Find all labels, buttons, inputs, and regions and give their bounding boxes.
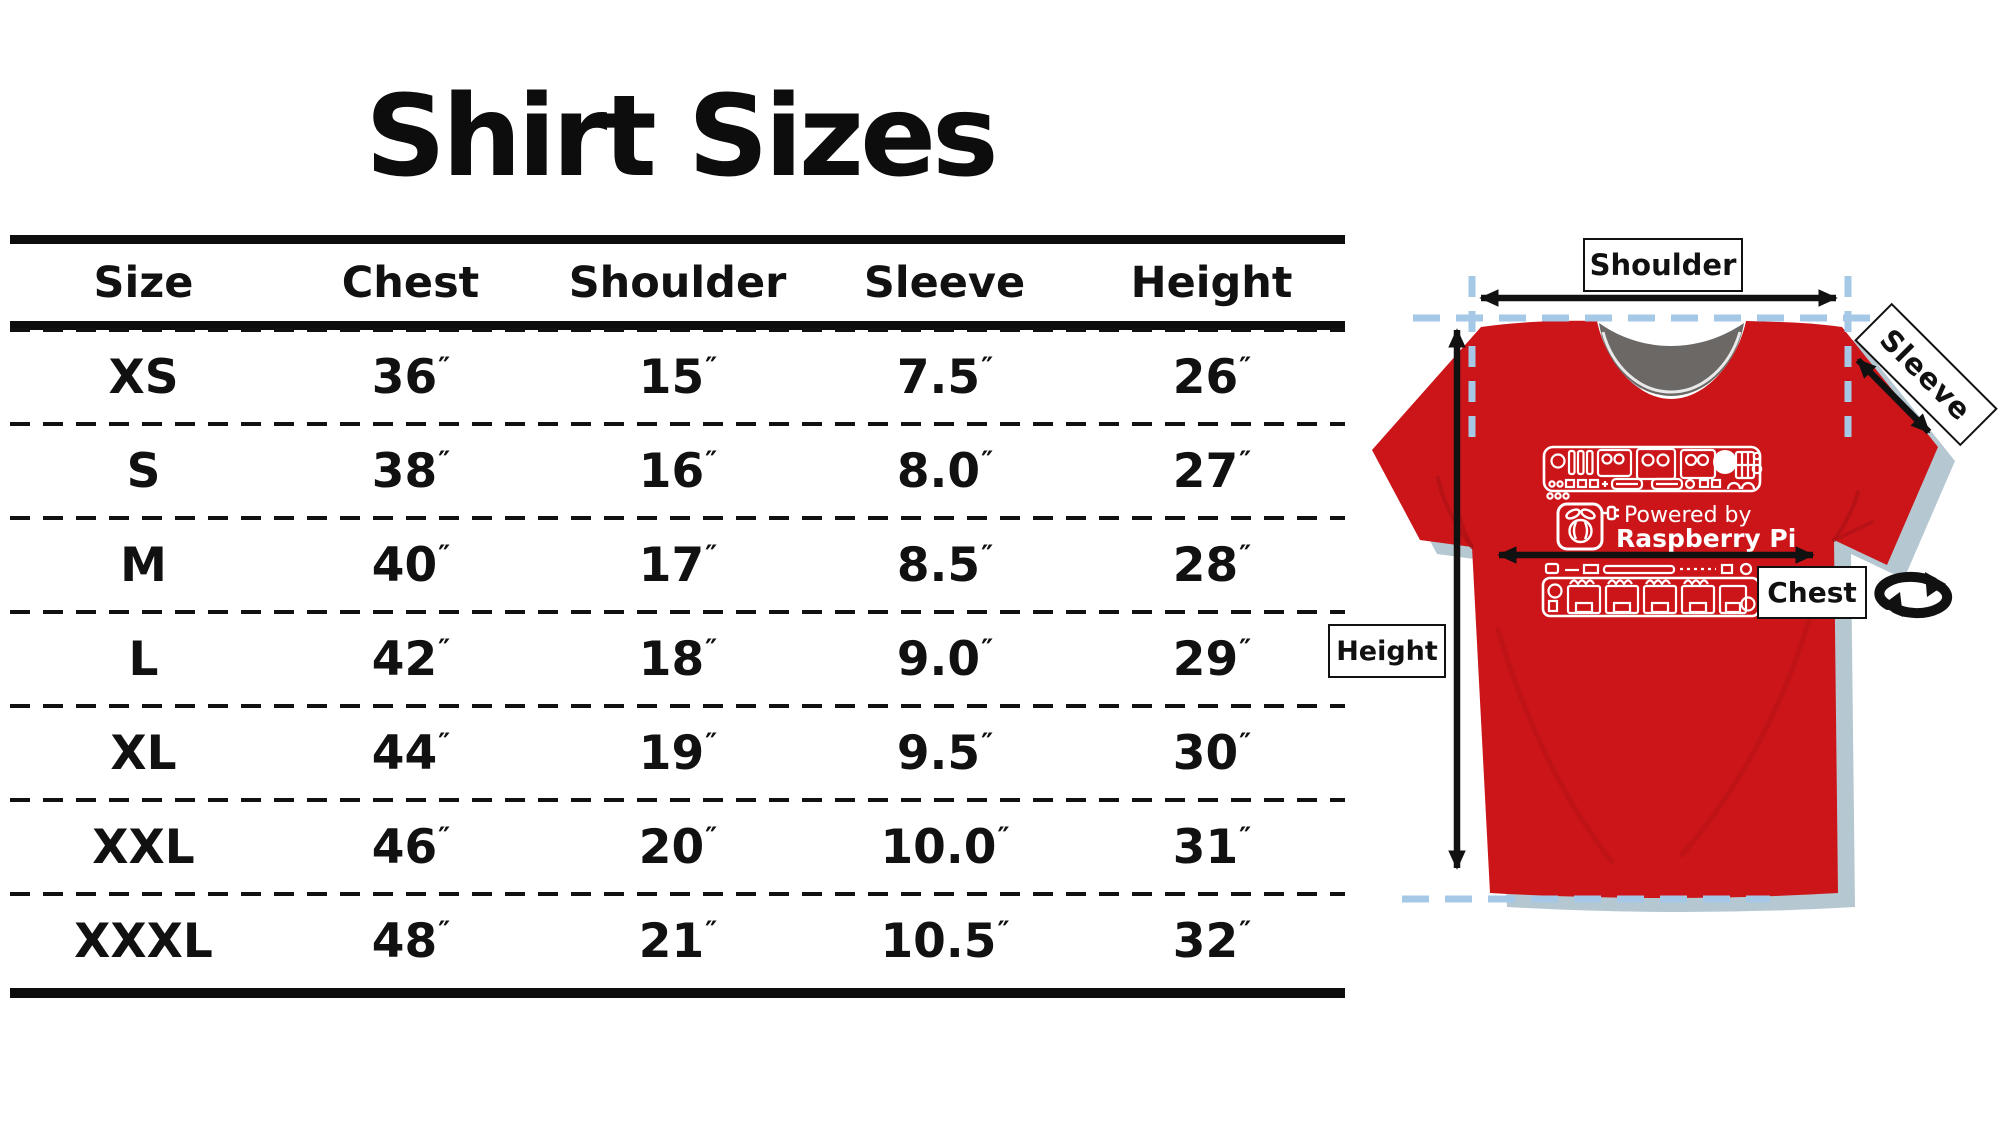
table-row: XS 36″ 15″ 7.5″ 26″	[10, 328, 1345, 424]
inch-mark: ″	[438, 445, 450, 477]
chest-cell: 42″	[371, 631, 450, 687]
table-row: M 40″ 17″ 8.5″ 28″	[10, 516, 1345, 612]
inch-mark: ″	[1239, 539, 1251, 571]
size-cell: XS	[108, 349, 179, 405]
inch-mark: ″	[997, 915, 1009, 947]
shirt-body	[1372, 320, 1938, 898]
sleeve-cell: 8.0″	[896, 443, 993, 499]
shirt-print-top-board	[1542, 445, 1763, 500]
page-title: Shirt Sizes	[365, 72, 998, 202]
shoulder-cell: 18″	[638, 631, 717, 687]
height-cell: 26″	[1172, 349, 1251, 405]
header-sleeve: Sleeve	[863, 257, 1026, 308]
chest-cell: 46″	[371, 819, 450, 875]
shoulder-cell: 20″	[638, 819, 717, 875]
measurement-arrows	[1448, 289, 1932, 870]
height-cell: 30″	[1172, 725, 1251, 781]
inch-mark: ″	[981, 633, 993, 665]
table-row: XXXL 48″ 21″ 10.5″ 32″	[10, 892, 1345, 988]
inch-mark: ″	[997, 821, 1009, 853]
shoulder-label: Shoulder	[1583, 238, 1743, 292]
inch-mark: ″	[438, 821, 450, 853]
inch-mark: ″	[705, 821, 717, 853]
table-row: S 38″ 16″ 8.0″ 27″	[10, 422, 1345, 518]
table-row: L 42″ 18″ 9.0″ 29″	[10, 610, 1345, 706]
header-shoulder: Shoulder	[568, 257, 787, 308]
shoulder-cell: 16″	[638, 443, 717, 499]
inch-mark: ″	[981, 445, 993, 477]
inch-mark: ″	[705, 539, 717, 571]
inch-mark: ″	[438, 915, 450, 947]
inch-mark: ″	[705, 633, 717, 665]
inch-mark: ″	[705, 727, 717, 759]
sleeve-cell: 10.0″	[880, 819, 1009, 875]
chest-cell: 40″	[371, 537, 450, 593]
size-cell: XXL	[92, 819, 195, 875]
sleeve-cell: 9.5″	[896, 725, 993, 781]
chest-cell: 48″	[371, 913, 450, 969]
size-cell: XXXL	[74, 913, 213, 969]
inch-mark: ″	[438, 351, 450, 383]
table-row: XXL 46″ 20″ 10.0″ 31″	[10, 798, 1345, 894]
header-size: Size	[93, 257, 194, 308]
inch-mark: ″	[705, 351, 717, 383]
header-height: Height	[1130, 257, 1293, 308]
height-cell: 32″	[1172, 913, 1251, 969]
sleeve-cell: 7.5″	[896, 349, 993, 405]
shoulder-cell: 17″	[638, 537, 717, 593]
sleeve-cell: 10.5″	[880, 913, 1009, 969]
shoulder-cell: 19″	[638, 725, 717, 781]
height-label: Height	[1328, 624, 1446, 678]
shirt-collar	[1599, 323, 1744, 396]
inch-mark: ″	[705, 445, 717, 477]
size-cell: L	[128, 631, 159, 687]
inch-mark: ″	[1239, 915, 1251, 947]
table-row: XL 44″ 19″ 9.5″ 30″	[10, 704, 1345, 800]
header-chest: Chest	[341, 257, 480, 308]
size-cell: XL	[110, 725, 177, 781]
height-cell: 29″	[1172, 631, 1251, 687]
height-cell: 28″	[1172, 537, 1251, 593]
shirt-sizes-table: Size Chest Shoulder Sleeve Height XS 36″…	[10, 235, 1345, 998]
sleeve-arrow	[1855, 357, 1932, 435]
height-cell: 31″	[1172, 819, 1251, 875]
inch-mark: ″	[1239, 445, 1251, 477]
inch-mark: ″	[438, 539, 450, 571]
collar-rim	[1601, 331, 1742, 394]
sleeve-cell: 8.5″	[896, 537, 993, 593]
inch-mark: ″	[1239, 633, 1251, 665]
table-header-row: Size Chest Shoulder Sleeve Height	[10, 244, 1345, 330]
rotate-icon	[1874, 571, 1953, 619]
sleeve-cell: 9.0″	[896, 631, 993, 687]
badge-line2: Raspberry Pi	[1616, 524, 1796, 553]
shoulder-cell: 21″	[638, 913, 717, 969]
guide-lines	[1402, 276, 1872, 903]
shoulder-cell: 15″	[638, 349, 717, 405]
inch-mark: ″	[1239, 821, 1251, 853]
inch-mark: ″	[1239, 351, 1251, 383]
chest-cell: 44″	[371, 725, 450, 781]
height-cell: 27″	[1172, 443, 1251, 499]
inch-mark: ″	[1239, 727, 1251, 759]
tshirt-diagram: Powered by Raspberry Pi	[1372, 276, 1955, 912]
inch-mark: ″	[981, 539, 993, 571]
chest-label: Chest	[1757, 566, 1867, 619]
size-cell: S	[126, 443, 161, 499]
size-cell: M	[120, 537, 167, 593]
inch-mark: ″	[981, 727, 993, 759]
inch-mark: ″	[705, 915, 717, 947]
inch-mark: ″	[438, 633, 450, 665]
badge-line1: Powered by	[1624, 503, 1752, 528]
chest-cell: 38″	[371, 443, 450, 499]
inch-mark: ″	[438, 727, 450, 759]
chest-cell: 36″	[371, 349, 450, 405]
inch-mark: ″	[981, 351, 993, 383]
